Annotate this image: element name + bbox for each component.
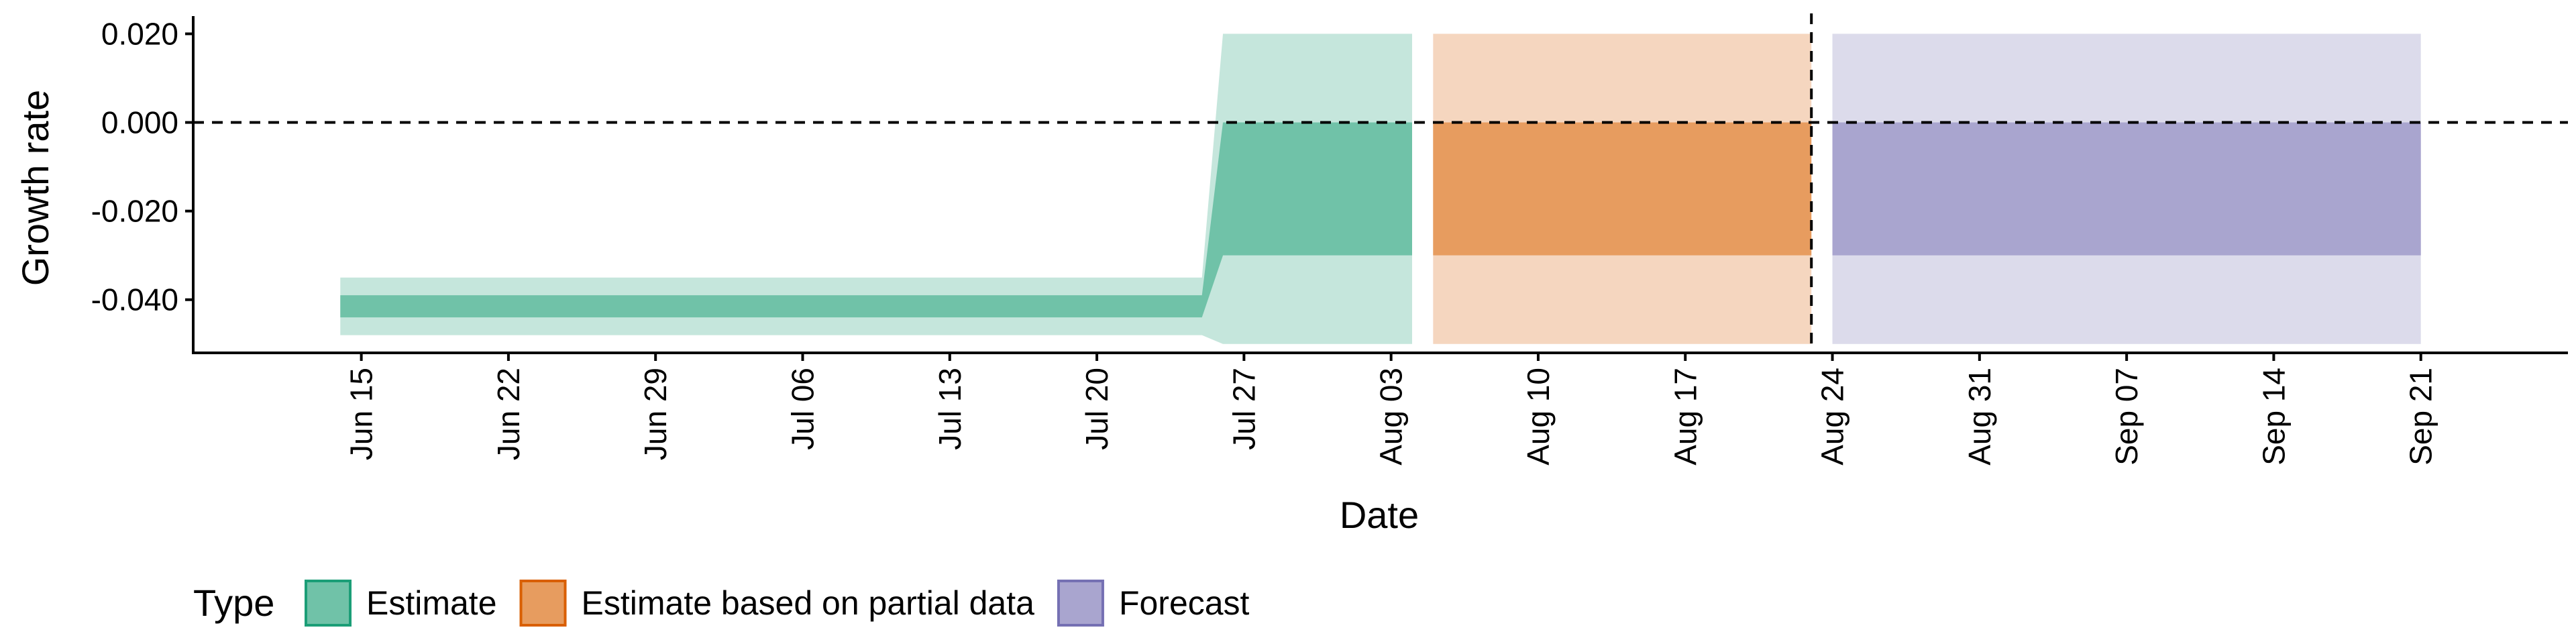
reference-lines bbox=[193, 13, 2568, 353]
y-tick-label: 0.020 bbox=[101, 16, 178, 51]
legend-entry-2: Forecast bbox=[1057, 580, 1250, 627]
x-tick-label: Aug 17 bbox=[1668, 368, 1703, 466]
legend-swatch bbox=[305, 580, 352, 627]
y-tick-label: -0.040 bbox=[91, 282, 178, 317]
x-tick-label: Jul 27 bbox=[1226, 368, 1261, 450]
x-tick-label: Aug 10 bbox=[1521, 368, 1556, 466]
series-0 bbox=[340, 34, 1412, 344]
bands-layer bbox=[340, 34, 2421, 344]
y-tick-label: -0.020 bbox=[91, 194, 178, 229]
legend-label: Estimate based on partial data bbox=[582, 584, 1035, 622]
legend: Type Estimate Estimate based on partial d… bbox=[193, 580, 1250, 627]
legend-swatch bbox=[1057, 580, 1104, 627]
x-tick-label: Aug 03 bbox=[1374, 368, 1409, 466]
legend-label: Estimate bbox=[366, 584, 497, 622]
x-tick-label: Jun 22 bbox=[491, 368, 526, 460]
legend-swatch bbox=[519, 580, 567, 627]
x-tick-label: Jul 20 bbox=[1079, 368, 1114, 450]
x-tick-label: Aug 31 bbox=[1962, 368, 1997, 466]
x-tick-label: Aug 24 bbox=[1815, 368, 1850, 466]
legend-entry-0: Estimate bbox=[305, 580, 497, 627]
legend-entry-1: Estimate based on partial data bbox=[519, 580, 1035, 627]
axes bbox=[192, 16, 2568, 354]
ticks: 0.020 0.000 -0.020 -0.040 Jun 15 Jun 22 Jun 29… bbox=[91, 16, 2438, 465]
series-0-inner-band bbox=[340, 122, 1412, 318]
series-1-inner-band bbox=[1433, 122, 1812, 256]
y-tick-label: 0.000 bbox=[101, 105, 178, 140]
x-axis-title: Date bbox=[1340, 494, 1419, 536]
y-axis-title: Growth rate bbox=[14, 90, 56, 286]
x-tick-label: Jun 29 bbox=[638, 368, 673, 460]
x-tick-label: Sep 21 bbox=[2404, 368, 2438, 466]
legend-label: Forecast bbox=[1119, 584, 1250, 622]
series-2-inner-band bbox=[1832, 122, 2421, 256]
x-tick-label: Jul 06 bbox=[786, 368, 820, 450]
series-1 bbox=[1433, 34, 1812, 344]
x-tick-label: Jun 15 bbox=[344, 368, 379, 460]
x-tick-label: Sep 14 bbox=[2256, 368, 2291, 466]
x-tick-label: Sep 07 bbox=[2109, 368, 2144, 466]
legend-title: Type bbox=[193, 582, 274, 624]
x-tick-label: Jul 13 bbox=[932, 368, 967, 450]
series-2 bbox=[1832, 34, 2421, 344]
